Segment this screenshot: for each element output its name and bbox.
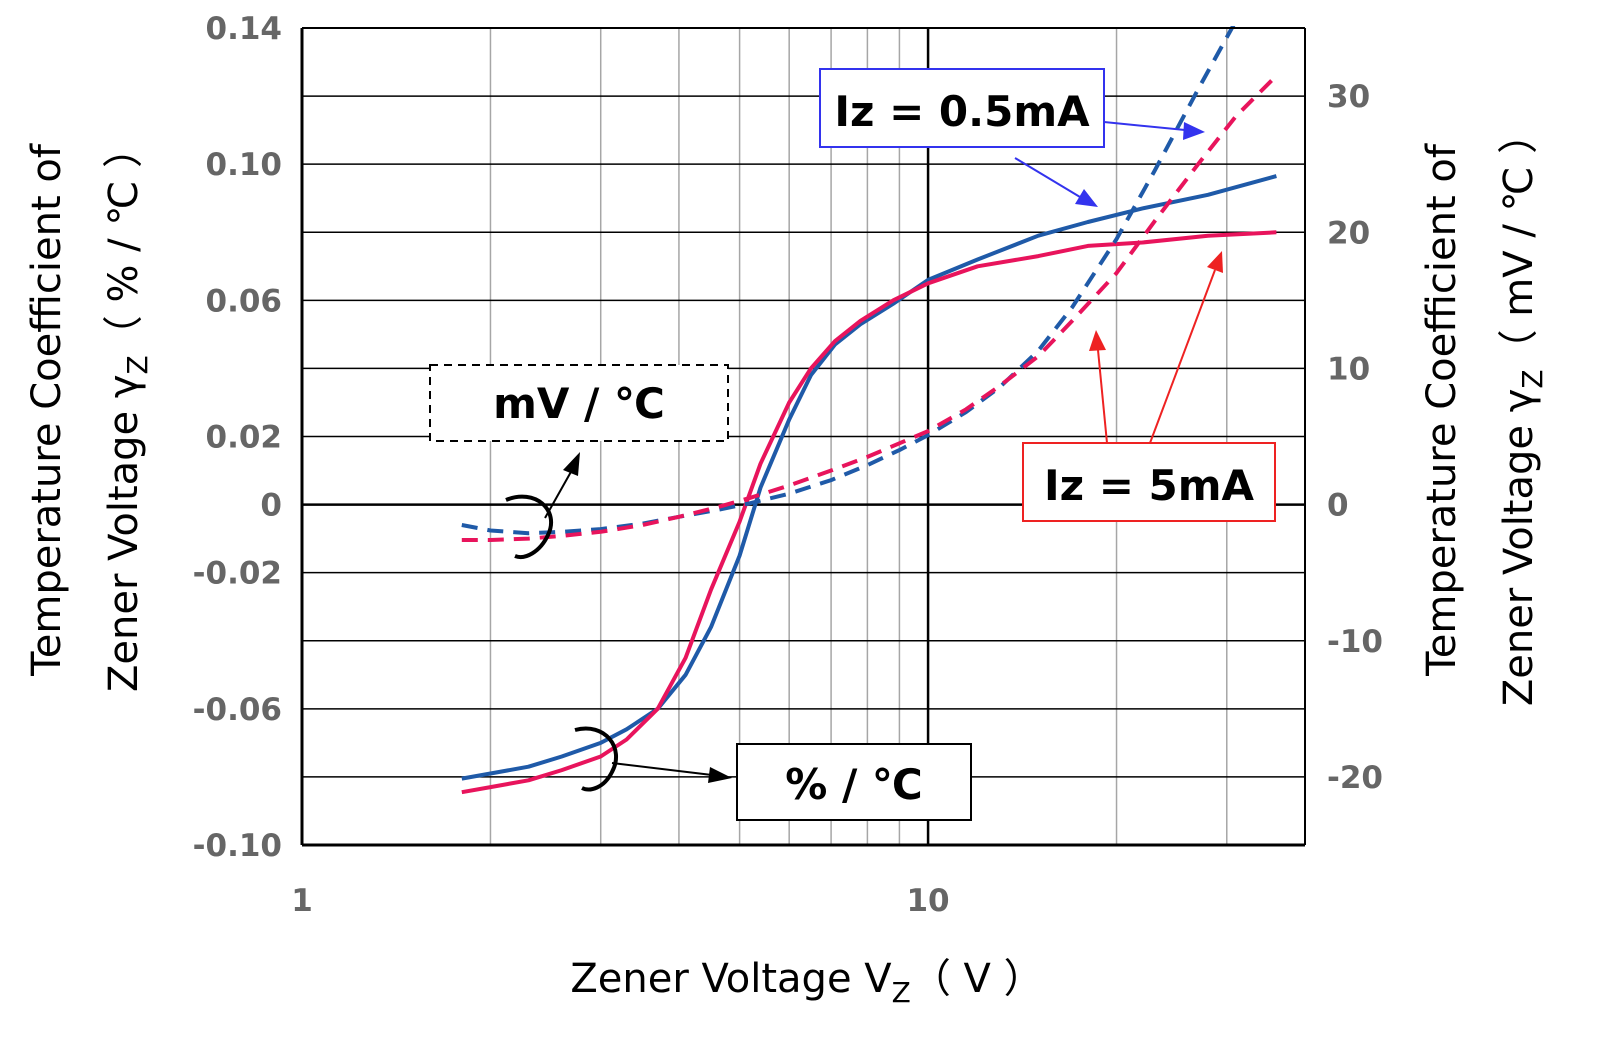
x-axis-label-sub: Z — [892, 976, 911, 1009]
series-line-mv-iz-5 — [461, 74, 1278, 542]
y-right-tick-label: -10 — [1327, 624, 1383, 660]
x-axis-label: Zener Voltage VZ（ V ） — [570, 956, 1043, 1009]
y-left-tick-label: 0.06 — [206, 283, 283, 319]
x-tick-label: 10 — [906, 883, 949, 919]
y-left-tick-label: -0.02 — [193, 556, 282, 592]
annotation-mv-bracket — [505, 494, 554, 559]
annotation-pct-box — [736, 743, 972, 821]
right-y-axis-label-line2-sub: Z — [1516, 369, 1549, 388]
right-y-axis-label: Temperature Coefficient of — [1419, 143, 1465, 677]
x-tick-label: 1 — [291, 883, 313, 919]
plot-frame — [300, 27, 1306, 847]
series-line-pct-iz-5 — [461, 230, 1277, 795]
right-y-axis-label-2: Zener Voltage γZ（ mV / ℃ ） — [1496, 114, 1549, 706]
right-y-axis-label-line2: Zener Voltage γZ（ mV / ℃ ） — [1496, 114, 1549, 706]
y-right-tick-label: 30 — [1327, 79, 1370, 115]
annotation-iz-05-arrow-line-1 — [1103, 121, 1186, 131]
annotation-mv-arrow-line — [544, 469, 573, 519]
annotation-pct-arrow-line — [611, 762, 713, 776]
left-y-axis-label-line1: Temperature Coefficient of — [24, 143, 70, 677]
x-axis-label-unit: （ V ） — [911, 956, 1044, 1002]
y-left-tick-label: -0.10 — [193, 828, 282, 864]
annotation-iz-05: Iz = 0.5mA — [819, 68, 1205, 207]
y-right-tick-label: 20 — [1327, 215, 1370, 251]
annotation-iz-5-arrow-line-1 — [1097, 349, 1108, 444]
annotation-iz-5-arrowhead-2 — [1207, 251, 1223, 273]
left-y-axis-label-line2: Zener Voltage γZ（ % / ℃ ） — [101, 128, 154, 692]
series-line-mv-iz-05 — [461, 26, 1236, 536]
annotation-iz-05-arrowhead-2 — [1075, 189, 1098, 207]
annotation-iz-05-arrow-line-2 — [1014, 157, 1081, 198]
y-right-tick-label: 0 — [1327, 488, 1349, 524]
y-left-tick-label: 0.02 — [206, 420, 283, 456]
left-y-axis-label-line2-unit: （ % / ℃ ） — [101, 128, 147, 355]
annotation-pct-bracket — [574, 726, 619, 792]
annotation-iz-5-text: Iz = 5mA — [1044, 461, 1254, 510]
annotation-pct-text: % / ℃ — [785, 760, 923, 809]
left-y-axis-label-line2-sub: Z — [121, 355, 154, 374]
annotation-pct-arrowhead — [708, 767, 732, 783]
annotation-mv-arrowhead — [563, 452, 580, 476]
tick-labels: 0.14 0.10 0.06 0.02 0 -0.02 -0.06 -0.10 30 20 10 0 -… — [193, 11, 1383, 919]
x-axis-label-main: Zener Voltage V — [570, 956, 892, 1002]
y-left-tick-label: -0.06 — [193, 692, 282, 728]
y-left-tick-label: 0.14 — [206, 11, 283, 47]
left-y-axis-label: Temperature Coefficient of — [24, 143, 70, 677]
y-left-tick-label: 0.10 — [206, 147, 283, 183]
annotation-iz-05-box — [819, 68, 1105, 148]
left-y-axis-label-2: Zener Voltage γZ（ % / ℃ ） — [101, 128, 154, 692]
series-line-pct-iz-05 — [461, 174, 1277, 781]
annotation-pct-per-c: % / ℃ — [574, 726, 972, 821]
y-right-tick-label: -20 — [1327, 760, 1383, 796]
left-y-axis-label-line2-main: Zener Voltage γ — [101, 374, 147, 692]
annotation-iz-5-box — [1022, 442, 1276, 522]
y-right-tick-label: 10 — [1327, 351, 1370, 387]
y-left-tick-label: 0 — [260, 488, 282, 524]
annotation-iz-05-text: Iz = 0.5mA — [834, 87, 1090, 136]
annotation-iz-05-arrowhead-1 — [1183, 122, 1205, 140]
right-y-axis-label-line1: Temperature Coefficient of — [1419, 143, 1465, 677]
annotation-mv-per-c: mV / ℃ — [429, 364, 729, 559]
right-y-axis-label-line2-main: Zener Voltage γ — [1496, 389, 1542, 707]
annotation-iz-5: Iz = 5mA — [1022, 251, 1276, 522]
series-layer — [461, 26, 1278, 795]
annotation-mv-box — [429, 364, 729, 442]
annotation-iz-5-arrowhead-1 — [1089, 330, 1106, 351]
right-y-axis-label-line2-unit: （ mV / ℃ ） — [1496, 114, 1542, 370]
annotation-mv-text: mV / ℃ — [493, 379, 665, 428]
annotation-iz-5-arrow-line-2 — [1149, 269, 1216, 444]
